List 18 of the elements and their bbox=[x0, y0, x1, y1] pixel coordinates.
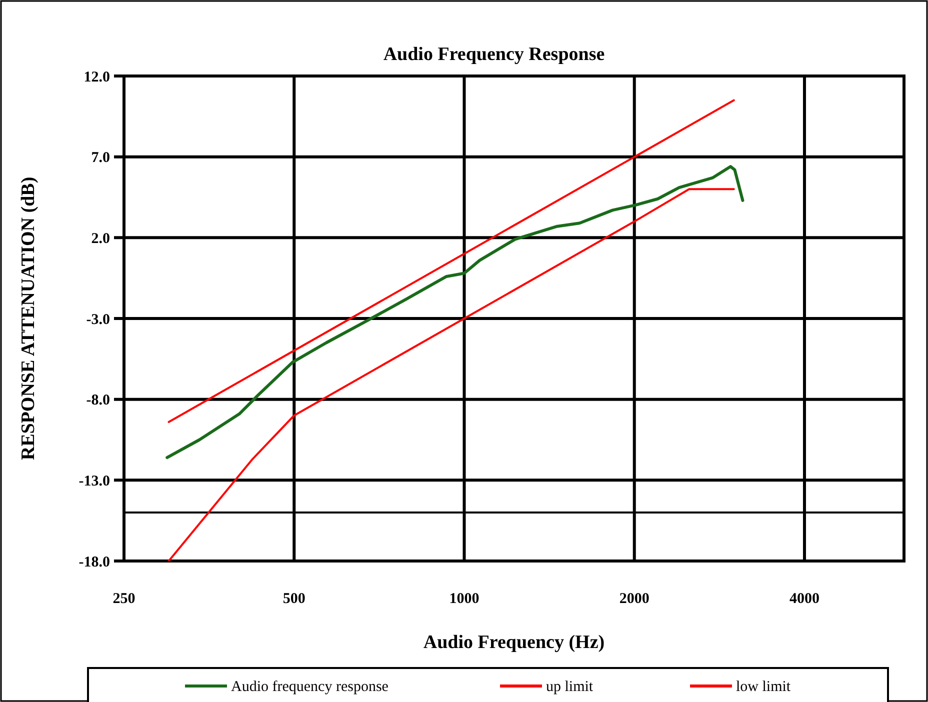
legend-label: low limit bbox=[736, 679, 792, 695]
y-tick-label: -13.0 bbox=[78, 473, 110, 490]
legend-label: up limit bbox=[546, 679, 594, 695]
y-tick-label: 2.0 bbox=[91, 230, 110, 247]
y-tick-label: 12.0 bbox=[84, 69, 110, 86]
chart-title: Audio Frequency Response bbox=[383, 44, 605, 65]
legend-label: Audio frequency response bbox=[231, 679, 389, 695]
y-axis-title: RESPONSE ATTENUATION (dB) bbox=[18, 176, 39, 460]
x-tick-label: 4000 bbox=[789, 591, 820, 607]
y-tick-label: -8.0 bbox=[86, 392, 110, 409]
x-tick-label: 500 bbox=[282, 591, 306, 607]
y-tick-label: -3.0 bbox=[86, 312, 110, 328]
x-axis-title: Audio Frequency (Hz) bbox=[423, 632, 605, 653]
x-tick-label: 2000 bbox=[619, 591, 650, 607]
x-tick-label: 250 bbox=[112, 591, 136, 607]
x-tick-label: 1000 bbox=[449, 591, 480, 607]
y-tick-label: 7.0 bbox=[91, 150, 110, 166]
y-tick-label: -18.0 bbox=[78, 554, 110, 570]
